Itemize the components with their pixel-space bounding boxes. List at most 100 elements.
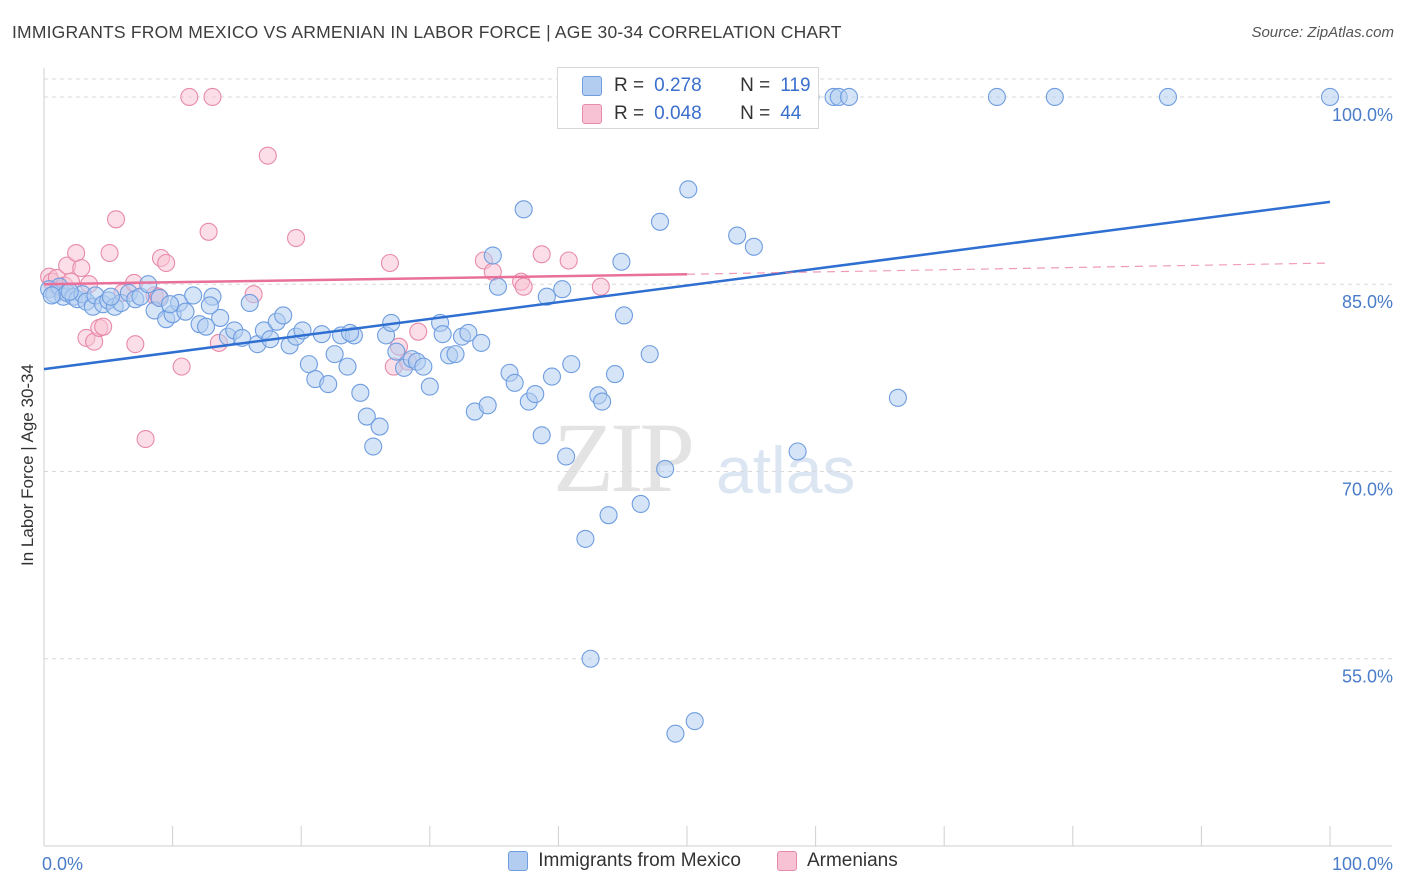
mexico-point xyxy=(370,417,389,436)
watermark-zip: ZIP xyxy=(553,402,695,513)
mexico-point xyxy=(537,287,556,306)
bottom-legend: Immigrants from Mexico Armenians xyxy=(0,850,1406,872)
mexico-point xyxy=(351,383,370,402)
source-label: Source: ZipAtlas.com xyxy=(1251,24,1394,41)
axis-layer xyxy=(43,68,1392,847)
mexico-point xyxy=(240,293,259,313)
y-tick-label: 85.0% xyxy=(1342,292,1393,312)
trendline-armenians xyxy=(43,272,688,286)
trendline-armenians-extension xyxy=(686,262,1331,275)
legend-label-armenians: Armenians xyxy=(806,850,898,871)
armenians-point xyxy=(203,87,222,107)
mexico-point xyxy=(387,342,406,361)
mexico-point xyxy=(526,385,545,404)
mexico-point xyxy=(631,494,650,513)
mexico-point xyxy=(414,357,433,376)
mexico-point xyxy=(488,277,508,296)
mexico-point xyxy=(987,87,1006,107)
mexico-point xyxy=(364,437,383,456)
legend-label-mexico: Immigrants from Mexico xyxy=(538,850,741,871)
armenians-point xyxy=(409,322,428,341)
armenians-point xyxy=(100,243,119,263)
armenians-point xyxy=(126,335,145,354)
stats-r-label: R = xyxy=(614,75,645,96)
grid-layer xyxy=(44,78,1392,660)
mexico-point xyxy=(839,87,859,107)
mexico-point xyxy=(1320,87,1340,107)
mexico-point xyxy=(666,724,685,743)
armenians-point xyxy=(157,253,176,273)
mexico-point xyxy=(612,252,631,271)
mexico-point xyxy=(184,286,203,305)
armenians-point xyxy=(532,245,551,264)
stats-row-mexico: R = 0.278 N = 119 xyxy=(582,72,811,100)
mexico-point xyxy=(656,459,675,479)
mexico-point xyxy=(101,287,120,306)
mexico-point xyxy=(160,295,180,314)
mexico-point xyxy=(357,407,376,426)
mexico-point xyxy=(196,317,216,336)
armenians-point xyxy=(591,277,610,296)
mexico-point xyxy=(459,323,478,342)
mexico-point xyxy=(542,367,562,386)
chart-title: IMMIGRANTS FROM MEXICO VS ARMENIAN IN LA… xyxy=(12,22,842,42)
mexico-point xyxy=(593,392,612,411)
mexico-point xyxy=(1158,87,1178,107)
stats-swatch-armenians xyxy=(582,104,602,124)
legend-swatch-mexico xyxy=(508,851,529,871)
armenians-point xyxy=(258,146,277,165)
mexico-point xyxy=(472,333,491,352)
mexico-point xyxy=(319,375,338,394)
mexico-point xyxy=(562,355,581,374)
armenians-point xyxy=(380,253,399,273)
mexico-point xyxy=(605,365,625,384)
trendline-mexico xyxy=(43,200,1331,371)
mexico-point xyxy=(553,280,572,299)
mexico-point xyxy=(60,282,79,301)
legend-item-armenians[interactable]: Armenians xyxy=(776,850,898,872)
armenians-point xyxy=(514,277,533,296)
mexico-point xyxy=(483,246,502,265)
armenians-point xyxy=(136,429,155,449)
mexico-point xyxy=(299,355,318,374)
stats-r-label: R = xyxy=(614,103,645,124)
mexico-point xyxy=(338,357,357,376)
mexico-points xyxy=(40,87,1340,743)
y-tick-label: 55.0% xyxy=(1342,667,1393,687)
legend-swatch-armenians xyxy=(776,851,797,871)
y-tick-label: 100.0% xyxy=(1332,105,1393,125)
stats-r-value-mexico: 0.278 xyxy=(654,75,702,96)
armenians-point xyxy=(106,210,126,229)
legend-item-mexico[interactable]: Immigrants from Mexico xyxy=(508,850,741,872)
mexico-point xyxy=(446,345,465,364)
mexico-point xyxy=(581,649,600,668)
armenians-point xyxy=(559,251,578,270)
mexico-point xyxy=(505,373,524,392)
stats-swatch-mexico xyxy=(582,76,602,96)
mexico-point xyxy=(514,200,533,219)
mexico-point xyxy=(650,212,670,231)
mexico-point xyxy=(599,506,618,525)
armenians-point xyxy=(67,243,86,263)
mexico-point xyxy=(274,306,293,325)
mexico-point xyxy=(325,345,344,364)
armenians-point xyxy=(172,357,191,376)
watermark-atlas: atlas xyxy=(716,433,856,507)
mexico-point xyxy=(420,377,439,396)
mexico-point xyxy=(685,712,704,731)
mexico-point xyxy=(744,237,763,256)
mexico-point xyxy=(211,308,230,327)
trendline-layer xyxy=(43,200,1331,371)
mexico-point xyxy=(139,275,158,294)
tick-label-layer: 55.0% 70.0% 85.0% 100.0% 0.0% 100.0% xyxy=(42,105,1393,874)
mexico-point xyxy=(788,442,807,461)
mexico-point xyxy=(532,426,551,445)
stats-n-label: N = xyxy=(740,75,771,96)
mexico-point xyxy=(888,388,907,407)
stats-n-value-armenians: 44 xyxy=(780,103,802,124)
mexico-point xyxy=(557,447,576,466)
armenians-points xyxy=(40,87,610,449)
stats-r-value-armenians: 0.048 xyxy=(654,103,702,124)
mexico-point xyxy=(478,396,497,415)
